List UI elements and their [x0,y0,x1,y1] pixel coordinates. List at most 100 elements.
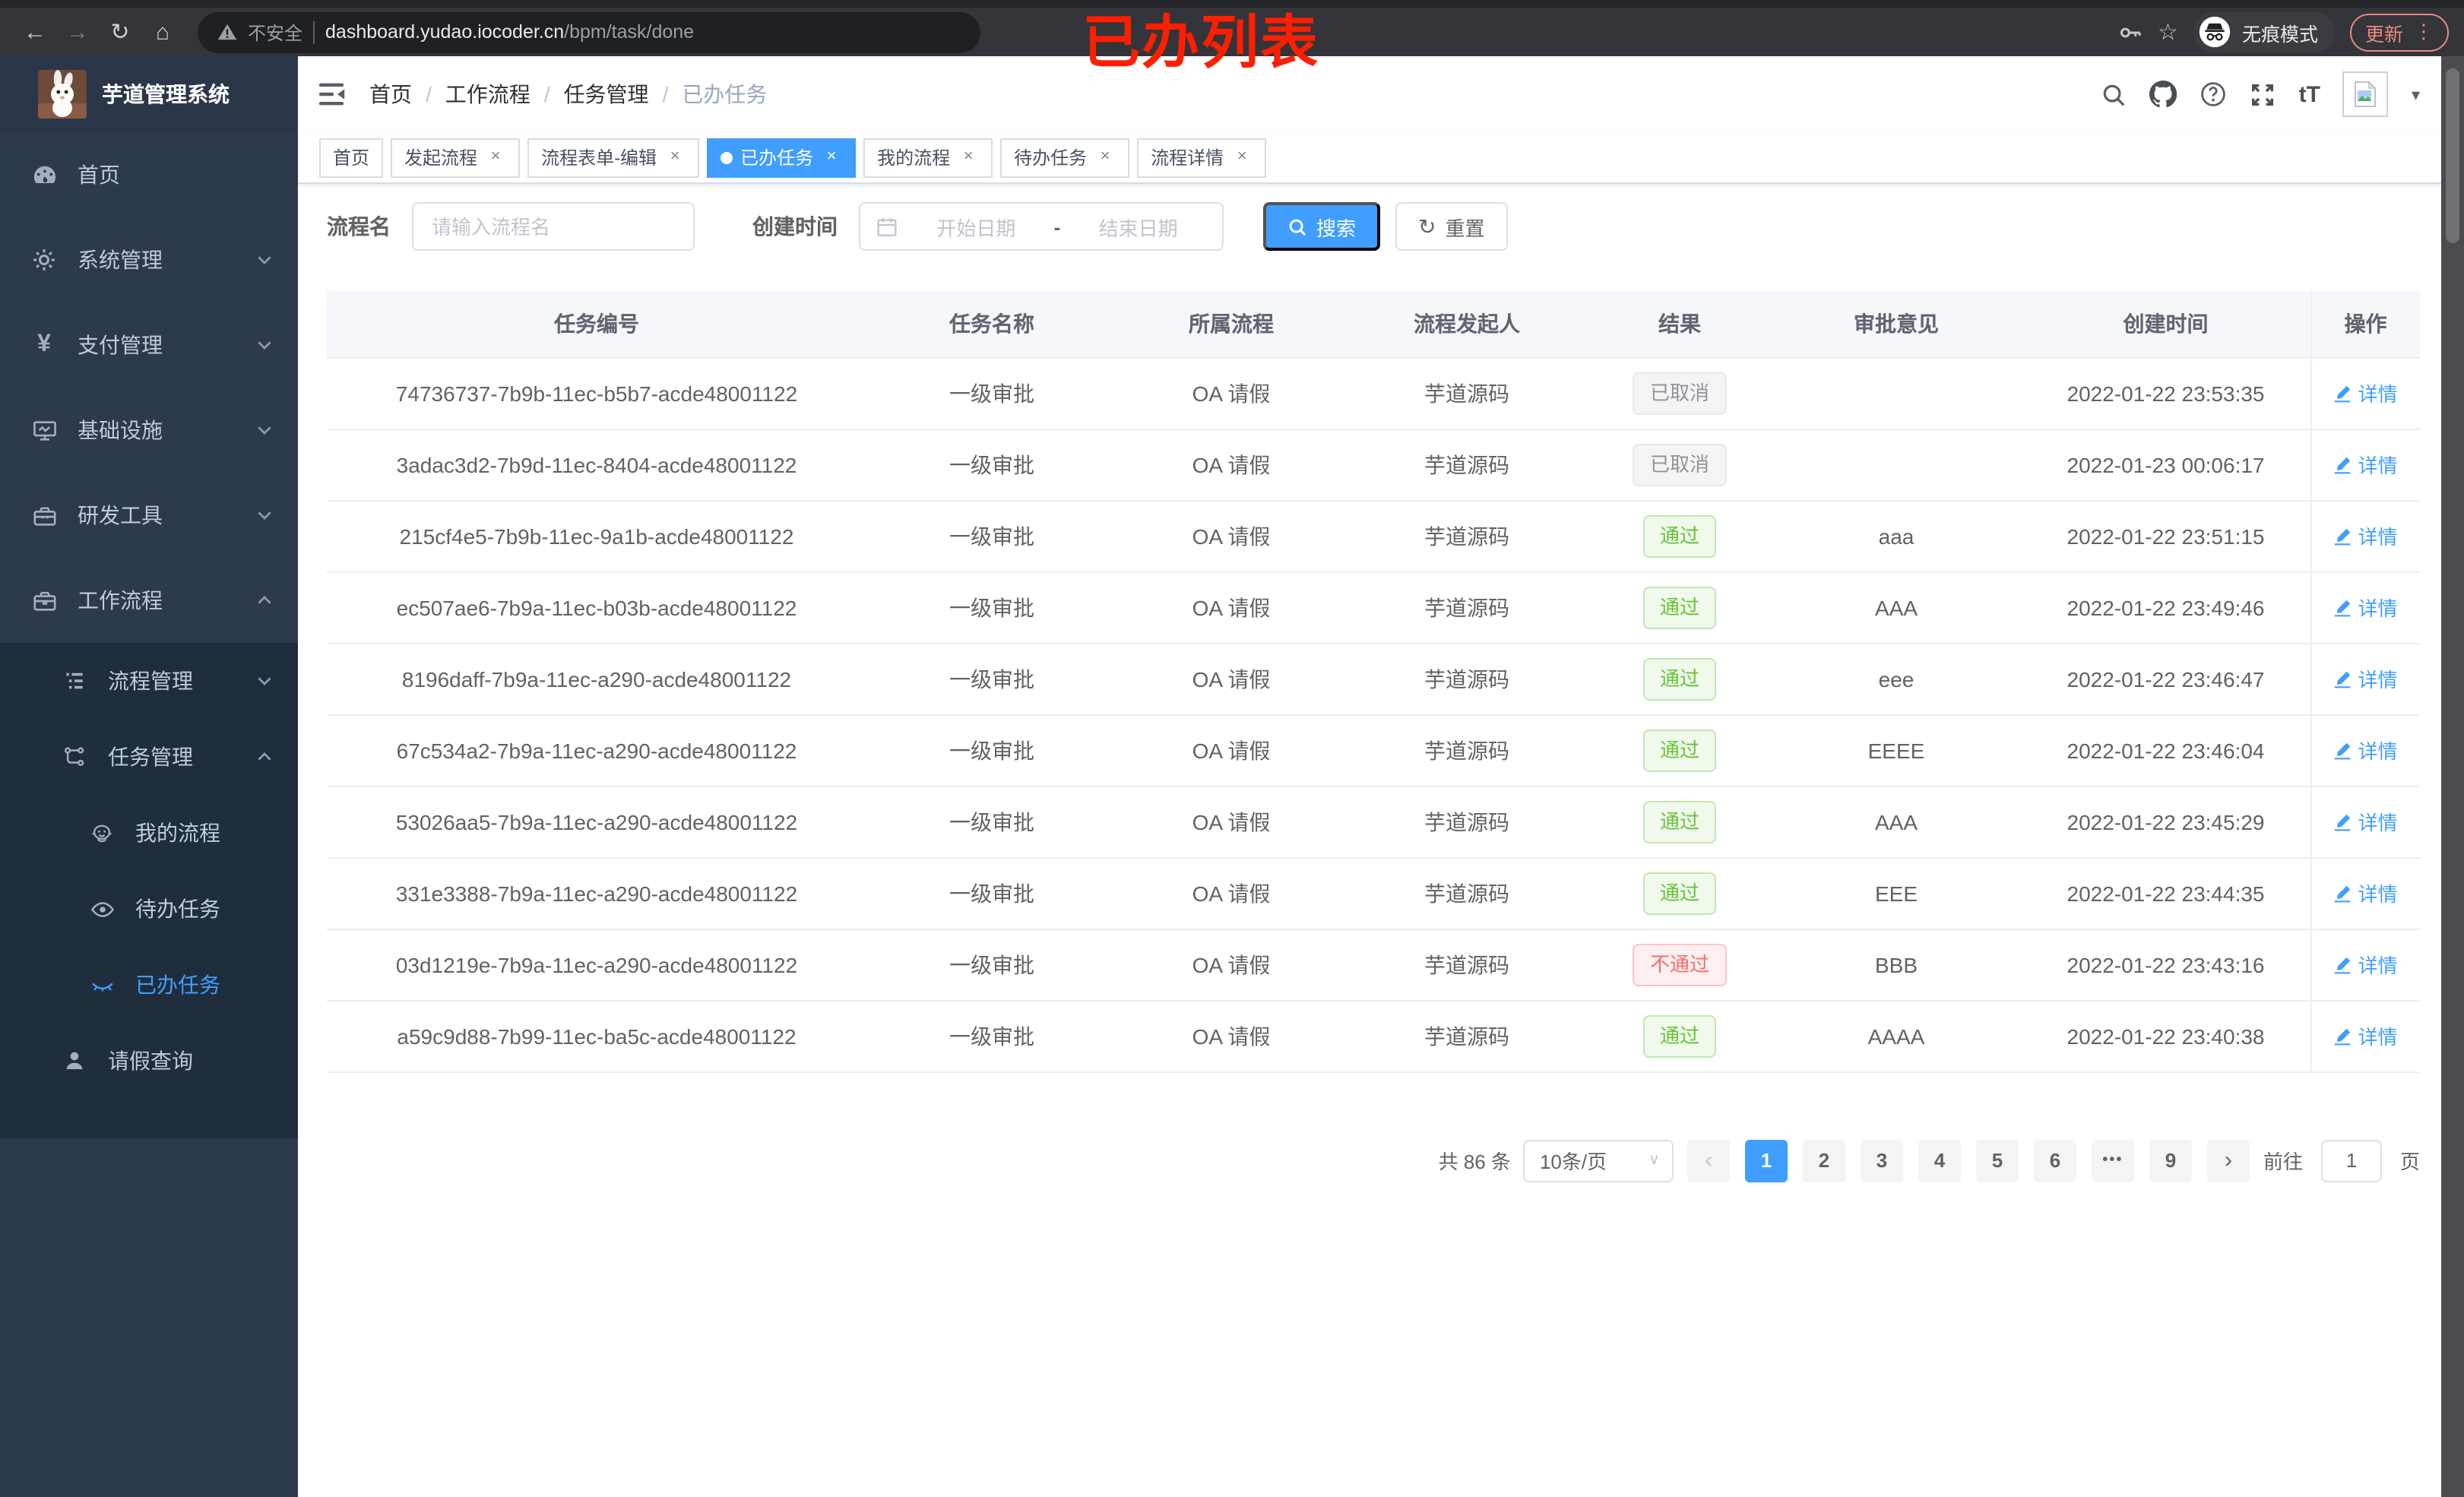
page-button-6[interactable]: 6 [2033,1139,2076,1182]
github-icon[interactable] [2149,81,2177,108]
close-icon[interactable]: × [826,147,837,165]
sidebar-item-label: 基础设施 [78,418,163,442]
caret-down-icon[interactable]: ▾ [2411,86,2420,104]
table-row: 3adac3d2-7b9d-11ec-8404-acde48001122 一级审批… [327,429,2420,501]
sidebar-item-label: 请假查询 [108,1049,193,1073]
breadcrumb: 首页 / 工作流程 / 任务管理 / 已办任务 [369,79,767,109]
browser-menu-icon[interactable]: ⋮ [2414,20,2434,43]
address-bar[interactable]: 不安全 dashboard.yudao.iocoder.cn/bpm/task/… [198,11,980,52]
logo-image [38,70,87,119]
yen-icon: ¥ [37,331,51,357]
sidebar-item-label: 任务管理 [108,745,193,769]
sidebar-item-my-process[interactable]: 我的流程 [0,795,298,871]
page-scrollbar[interactable] [2441,56,2464,1497]
sidebar-item-system[interactable]: 系统管理 [0,217,298,302]
tab-my-process[interactable]: 我的流程 × [863,138,993,177]
browser-back-button[interactable]: ← [24,19,46,45]
sidebar-item-todo-tasks[interactable]: 待办任务 [0,871,298,947]
search-button[interactable]: 搜索 [1263,202,1381,251]
detail-link[interactable]: 详情 [2333,664,2398,693]
page-button-5[interactable]: 5 [1975,1139,2019,1182]
process-name-input[interactable] [412,202,695,251]
page-button-2[interactable]: 2 [1802,1139,1845,1182]
end-date-placeholder: 结束日期 [1098,217,1178,239]
detail-link[interactable]: 详情 [2333,736,2398,764]
close-icon[interactable]: × [1100,147,1110,165]
browser-home-button[interactable]: ⌂ [155,19,170,45]
breadcrumb-home[interactable]: 首页 [369,82,412,106]
col-task-id: 任务编号 [327,290,866,358]
page-button-4[interactable]: 4 [1918,1139,1961,1182]
sidebar-item-label: 我的流程 [135,821,220,845]
font-size-icon[interactable]: tT [2298,81,2320,107]
table-row: 8196daff-7b9a-11ec-a290-acde48001122 一级审批… [327,643,2420,715]
sidebar-item-infra[interactable]: 基础设施 [0,388,298,473]
detail-link[interactable]: 详情 [2333,450,2398,479]
sidebar-item-workflow[interactable]: 工作流程 [0,558,298,643]
table-row: 74736737-7b9b-11ec-b5b7-acde48001122 一级审批… [327,357,2420,429]
sidebar-item-label: 系统管理 [78,248,163,272]
browser-reload-button[interactable]: ↻ [110,20,130,46]
breadcrumb-workflow[interactable]: 工作流程 [445,82,530,106]
tab-process-detail[interactable]: 流程详情 × [1137,138,1267,177]
create-time-label: 创建时间 [752,214,838,239]
reset-button[interactable]: ↻ 重置 [1395,202,1508,251]
tab-form-edit[interactable]: 流程表单-编辑 × [527,138,700,177]
detail-link[interactable]: 详情 [2333,378,2398,407]
detail-link[interactable]: 详情 [2333,807,2398,836]
breadcrumb-task-mgmt[interactable]: 任务管理 [563,82,649,106]
sidebar-item-leave-query[interactable]: 请假查询 [0,1023,298,1099]
key-icon[interactable] [2117,19,2143,45]
main-area: 首页 / 工作流程 / 任务管理 / 已办任务 [298,56,2441,1497]
scrollbar-thumb[interactable] [2446,68,2459,243]
date-range-picker[interactable]: 开始日期 - 结束日期 [859,202,1224,251]
app-logo[interactable]: 芋道管理系统 [0,56,298,132]
search-icon[interactable] [2101,81,2127,107]
browser-forward-button[interactable]: → [66,19,89,45]
more-pages-button[interactable]: ••• [2091,1139,2134,1182]
detail-link[interactable]: 详情 [2333,878,2398,907]
prev-page-button[interactable]: ‹ [1686,1139,1730,1182]
close-icon[interactable]: × [1237,147,1247,165]
sidebar-item-payment[interactable]: ¥ 支付管理 [0,302,298,388]
detail-link[interactable]: 详情 [2333,593,2398,622]
hamburger-icon[interactable] [298,82,369,106]
bookmark-star-icon[interactable]: ☆ [2158,20,2178,46]
detail-link[interactable]: 详情 [2333,1021,2398,1050]
status-badge: 通过 [1642,1014,1716,1057]
update-button[interactable]: 更新 ⋮ [2349,13,2449,51]
page-button-9[interactable]: 9 [2149,1139,2192,1182]
sidebar-item-home[interactable]: 首页 [0,132,298,217]
tab-start-process[interactable]: 发起流程 × [391,138,521,177]
help-icon[interactable] [2200,81,2228,108]
detail-link[interactable]: 详情 [2333,950,2398,979]
close-icon[interactable]: × [670,147,680,165]
incognito-label: 无痕模式 [2241,24,2318,45]
sidebar-item-label: 首页 [78,163,120,187]
page-size-select[interactable]: 10条/页 ∨ [1522,1139,1674,1182]
page-button-1[interactable]: 1 [1744,1139,1788,1182]
tab-todo-tasks[interactable]: 待办任务 × [1000,138,1130,177]
goto-page-input[interactable] [2320,1139,2382,1182]
sidebar-item-devtools[interactable]: 研发工具 [0,473,298,558]
briefcase-icon [30,587,58,613]
eye-closed-icon [88,972,116,998]
table-row: 331e3388-7b9a-11ec-a290-acde48001122 一级审批… [327,857,2420,929]
sidebar-item-task-mgmt[interactable]: 任务管理 [0,719,298,795]
tab-done-tasks[interactable]: 已办任务 × [707,138,857,177]
sidebar-item-done-tasks[interactable]: 已办任务 [0,947,298,1023]
close-icon[interactable]: × [490,147,501,165]
status-badge: 通过 [1642,657,1716,700]
page-button-3[interactable]: 3 [1860,1139,1903,1182]
sidebar-item-process-mgmt[interactable]: 流程管理 [0,643,298,719]
detail-link[interactable]: 详情 [2333,521,2398,550]
status-badge: 已取消 [1633,443,1726,486]
face-icon [88,821,116,845]
toolbox-icon [30,502,58,528]
avatar[interactable] [2342,71,2389,117]
refresh-icon: ↻ [1418,214,1436,238]
next-page-button[interactable]: › [2206,1139,2250,1182]
tab-home[interactable]: 首页 [319,138,384,177]
fullscreen-icon[interactable] [2250,81,2276,107]
close-icon[interactable]: × [963,147,974,165]
